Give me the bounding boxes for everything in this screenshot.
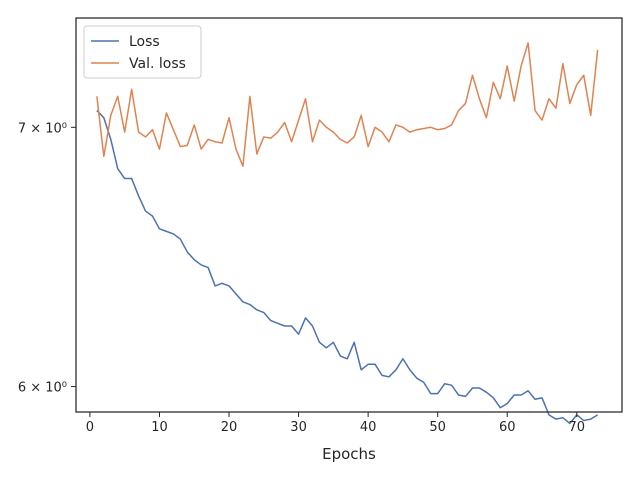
plot-lines [96, 42, 599, 425]
series-line-loss [96, 110, 599, 425]
x-tick-label: 40 [360, 420, 377, 435]
legend-label-loss: Loss [129, 34, 160, 50]
legend-label-val-loss: Val. loss [129, 56, 186, 72]
x-tick-label: 10 [151, 420, 168, 435]
x-tick-label: 50 [429, 420, 446, 435]
x-tick-label: 20 [221, 420, 238, 435]
plot-frame [75, 17, 623, 413]
legend: Loss Val. loss [83, 25, 202, 79]
x-tick-label: 0 [86, 420, 94, 435]
x-tick-label: 30 [290, 420, 307, 435]
y-tick-label: 6 × 10⁰ [18, 381, 67, 396]
x-axis-label: Epochs [322, 445, 376, 463]
legend-box [83, 25, 202, 79]
y-axis-ticks: 6 × 10⁰ 7 × 10⁰ [18, 121, 76, 396]
y-tick-label: 7 × 10⁰ [18, 121, 67, 136]
x-tick-label: 70 [569, 420, 586, 435]
x-axis-ticks: 0 10 20 30 40 50 60 70 [86, 412, 585, 435]
series-line-val-loss [96, 42, 599, 167]
x-tick-label: 60 [499, 420, 516, 435]
